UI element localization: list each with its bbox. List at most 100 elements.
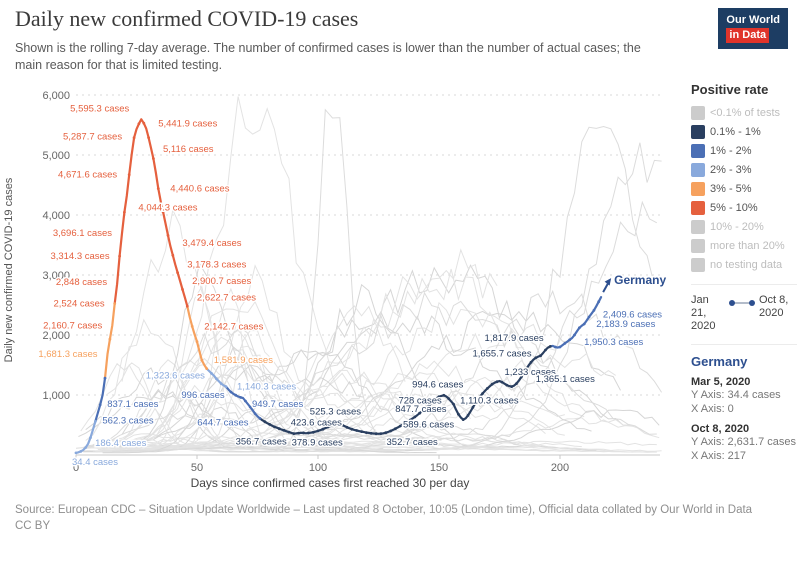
point-label: 525.3 cases [310,407,361,418]
y-tick-label: 6,000 [42,90,70,102]
point-label: 2,142.7 cases [204,321,263,332]
x-tick-label: 50 [191,462,203,474]
point-label: 2,524 cases [53,299,104,310]
legend-label: 2% - 3% [710,163,752,176]
range-start-date[interactable]: Jan 21, 2020 [691,294,716,333]
point-label: 378.9 cases [292,437,343,448]
legend-swatch-icon [691,219,705,234]
point-label: 5,595.3 cases [70,103,129,114]
chart-subtitle: Shown is the rolling 7-day average. The … [15,41,641,72]
tooltip-date: Mar 5, 2020 [691,375,751,388]
point-label: 3,178.3 cases [187,259,246,270]
positive-rate-legend: Positive rate <0.1% of tests 0.1% - 1% 1% … [691,82,797,274]
point-label: 1,233 cases [505,367,556,378]
tooltip-x-value: X Axis: 0 [691,402,734,415]
legend-swatch-icon [691,124,705,139]
point-label: 589.6 cases [403,420,454,431]
legend-swatch-icon [691,181,705,196]
point-label: 4,044.3 cases [138,202,197,213]
legend-swatch-icon [691,200,705,215]
point-label: 1,655.7 cases [472,349,531,360]
point-label: 1,581.9 cases [214,355,273,366]
point-label: 2,622.7 cases [197,293,256,304]
point-label: 1,681.3 cases [38,349,97,360]
y-tick-label: 4,000 [42,210,70,222]
point-label: 5,116 cases [163,144,214,155]
point-label: 2,160.7 cases [43,320,102,331]
point-label: 728 cases [398,395,442,406]
y-tick-label: 3,000 [42,270,70,282]
legend-item[interactable]: 0.1% - 1% [691,122,797,141]
legend-item[interactable]: more than 20% [691,236,797,255]
legend-title: Positive rate [691,82,769,97]
footer: Source: European CDC – Situation Update … [15,503,785,534]
tooltip-entry: Oct 8, 2020 Y Axis: 2,631.7 cases X Axis: … [691,423,797,464]
license-label[interactable]: CC BY [15,519,51,532]
legend-label: 10% - 20% [710,220,764,233]
germany-line[interactable] [103,302,116,380]
page-title: Daily new confirmed COVID-19 cases [15,6,359,31]
point-label: 5,287.7 cases [63,132,122,143]
point-label: 994.6 cases [412,379,463,390]
logo-line2: in Data [726,28,770,43]
legend-item[interactable]: 10% - 20% [691,217,797,236]
point-label: 949.7 cases [252,399,303,410]
point-label: 3,314.3 cases [50,251,109,262]
legend-label: <0.1% of tests [710,106,781,119]
legend-swatch-icon [691,162,705,177]
chart-area: 1,000 2,000 3,000 4,000 5,000 6,000 0 50 100 150 2… [0,78,690,492]
x-tick-label: 200 [551,462,569,474]
point-label: 1,817.9 cases [485,333,544,344]
tooltip-date: Oct 8, 2020 [691,423,750,436]
y-axis-title: Daily new confirmed COVID-19 cases [3,177,15,362]
point-label: 562.3 cases [102,415,153,426]
point-label: 186.4 cases [95,438,146,449]
point-label: 352.7 cases [387,437,438,448]
legend-item[interactable]: 2% - 3% [691,160,797,179]
point-label: 1,365.1 cases [536,374,595,385]
point-label: 34.4 cases [72,457,118,468]
range-slider-track-icon[interactable] [728,298,756,308]
point-label: 996 cases [181,390,225,401]
entity-tooltip: Germany Mar 5, 2020 Y Axis: 34.4 cases X A… [691,343,797,464]
tooltip-entry: Mar 5, 2020 Y Axis: 34.4 cases X Axis: 0 [691,376,797,417]
y-tick-label: 5,000 [42,150,70,162]
legend-item[interactable]: no testing data [691,255,797,274]
y-tick-label: 1,000 [42,390,70,402]
trend-arrow-icon [602,282,610,293]
legend-item[interactable]: 3% - 5% [691,179,797,198]
legend-swatch-icon [691,143,705,158]
legend-item[interactable]: 5% - 10% [691,198,797,217]
legend-label: 1% - 2% [710,144,752,157]
legend-item[interactable]: <0.1% of tests [691,103,797,122]
point-label: 2,183.9 cases [596,319,655,330]
tooltip-country: Germany [691,353,748,369]
point-label: 2,848 cases [56,277,107,288]
germany-line[interactable] [113,118,189,308]
x-tick-label: 150 [430,462,448,474]
owid-logo[interactable]: Our World in Data [718,8,788,49]
point-label: 847.7 cases [395,404,446,415]
legend-swatch-icon [691,105,705,120]
point-label: 4,671.6 cases [58,170,117,181]
point-label: 4,440.6 cases [170,184,229,195]
x-tick-label: 100 [309,462,327,474]
right-panel: Positive rate <0.1% of tests 0.1% - 1% 1% … [691,82,797,464]
logo-line1: Our World [726,14,780,26]
trend-arrowhead-icon [604,278,612,286]
date-range-slider[interactable]: Jan 21, 2020 Oct 8, 2020 [691,284,797,334]
point-label: 356.7 cases [236,437,287,448]
legend-swatch-icon [691,238,705,253]
covid-line-chart[interactable]: 1,000 2,000 3,000 4,000 5,000 6,000 0 50 100 150 2… [0,78,690,492]
range-end-date[interactable]: Oct 8, 2020 [759,294,789,320]
legend-item[interactable]: 1% - 2% [691,141,797,160]
point-label: 5,441.9 cases [158,119,217,130]
legend-swatch-icon [691,257,705,272]
legend-label: 0.1% - 1% [710,125,761,138]
legend-label: 5% - 10% [710,201,758,214]
series-end-label[interactable]: Germany [613,272,668,289]
point-label: 1,110.3 cases [460,395,519,406]
point-label: 2,409.6 cases [603,309,662,320]
y-tick-label: 2,000 [42,330,70,342]
